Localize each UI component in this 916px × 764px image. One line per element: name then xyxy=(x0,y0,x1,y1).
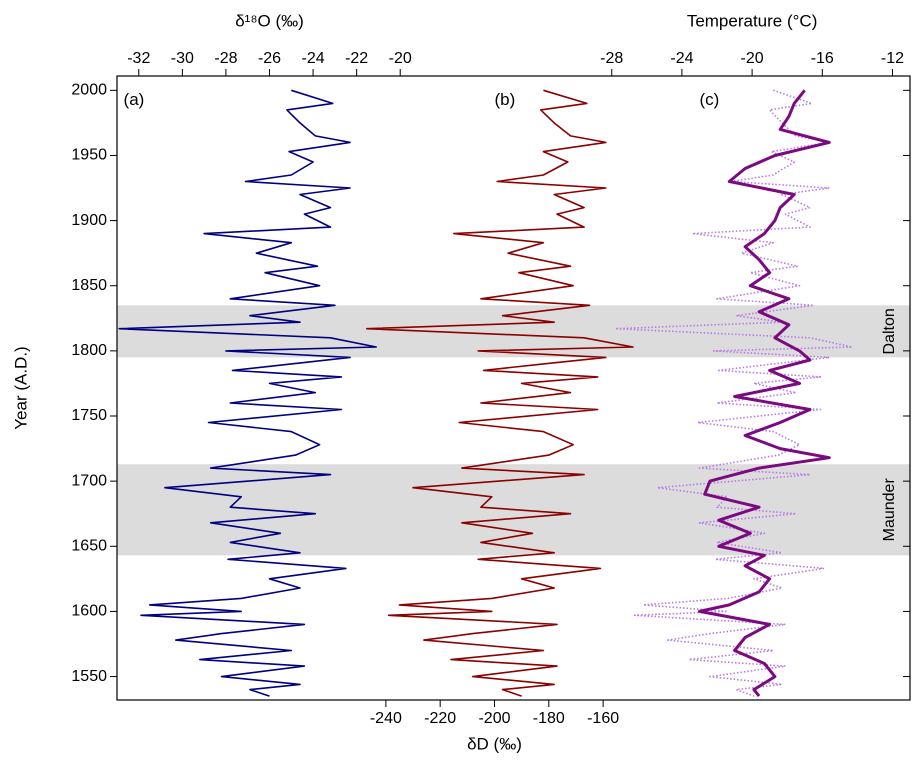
data-line xyxy=(118,89,377,697)
x-tick-label: -26 xyxy=(258,50,281,67)
x-tick-label: -220 xyxy=(424,710,456,727)
y-tick-label: 1900 xyxy=(71,212,107,229)
x-axis-title: δ¹⁸O (‰) xyxy=(235,11,304,30)
y-tick-label: 1550 xyxy=(71,668,107,685)
y-tick-label: 1800 xyxy=(71,342,107,359)
band-label: Dalton xyxy=(881,308,898,354)
x-axis-title: δD (‰) xyxy=(467,734,522,753)
x-tick-label: -20 xyxy=(741,50,764,67)
x-tick-label: -12 xyxy=(881,50,904,67)
x-tick-label: -24 xyxy=(302,50,325,67)
data-line xyxy=(698,89,831,698)
y-tick-label: 1700 xyxy=(71,472,107,489)
plot-frame xyxy=(116,75,911,701)
y-axis-title: Year (A.D.) xyxy=(11,346,30,429)
panel-label: (a) xyxy=(124,90,145,109)
x-tick-label: -30 xyxy=(171,50,194,67)
y-tick-label: 1750 xyxy=(71,407,107,424)
panel-label: (b) xyxy=(494,90,515,109)
x-tick-label: -24 xyxy=(670,50,693,67)
x-tick-label: -180 xyxy=(533,710,565,727)
y-tick-label: 1950 xyxy=(71,147,107,164)
x-axis-title: Temperature (°C) xyxy=(687,11,818,30)
x-tick-label: -240 xyxy=(370,710,402,727)
x-tick-label: -20 xyxy=(389,50,412,67)
x-tick-label: -160 xyxy=(587,710,619,727)
y-tick-label: 1650 xyxy=(71,537,107,554)
y-tick-label: 1850 xyxy=(71,277,107,294)
x-tick-label: -22 xyxy=(345,50,368,67)
panel-label: (c) xyxy=(699,90,719,109)
y-tick-label: 2000 xyxy=(71,82,107,99)
band-label: Maunder xyxy=(881,478,898,542)
x-tick-label: -28 xyxy=(600,50,623,67)
x-tick-label: -16 xyxy=(811,50,834,67)
y-tick-label: 1600 xyxy=(71,603,107,620)
data-line xyxy=(366,89,634,697)
x-tick-label: -200 xyxy=(478,710,510,727)
x-tick-label: -32 xyxy=(127,50,150,67)
x-tick-label: -28 xyxy=(214,50,237,67)
